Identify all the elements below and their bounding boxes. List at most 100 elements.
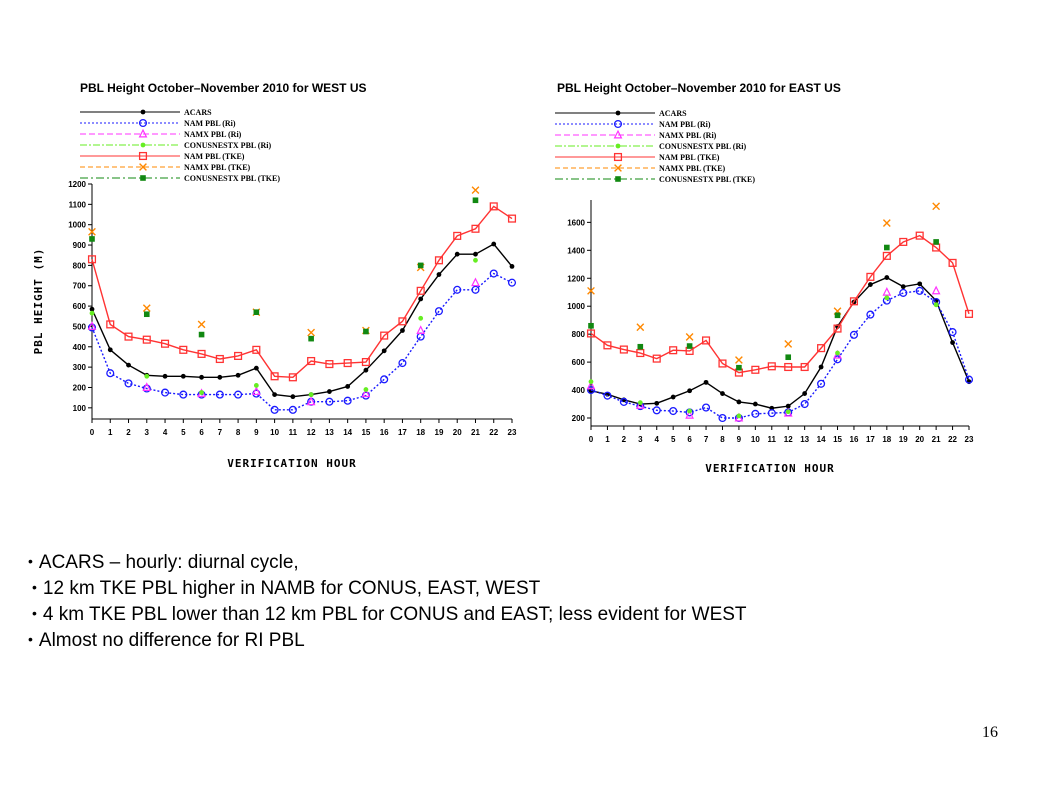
- data-point: [160, 388, 170, 397]
- legend-entry-namx-pbl-tke: NAMX PBL (TKE): [555, 164, 726, 173]
- chart-title: PBL Height October–November 2010 for WES…: [80, 81, 367, 95]
- data-point: [619, 397, 628, 406]
- x-tick-label: 19: [435, 428, 444, 437]
- data-point: [636, 323, 645, 332]
- data-point: [735, 356, 743, 364]
- series-namx-pbl-tke: [587, 202, 941, 364]
- x-tick-label: 2: [126, 428, 131, 437]
- data-point: [586, 386, 596, 395]
- x-tick-label: 21: [932, 435, 941, 444]
- data-point: [703, 379, 709, 385]
- data-point: [964, 309, 974, 318]
- legend-entry-acars: ACARS: [555, 109, 687, 118]
- data-point: [588, 322, 594, 329]
- y-tick-label: 400: [572, 386, 586, 395]
- x-tick-label: 3: [145, 428, 150, 437]
- x-tick-label: 4: [163, 428, 168, 437]
- data-point: [752, 401, 758, 407]
- x-tick-label: 0: [90, 428, 95, 437]
- data-point: [931, 285, 941, 295]
- legend-entry-conusnestx-pbl-ri: CONUSNESTX PBL (Ri): [555, 142, 746, 151]
- x-tick-label: 8: [720, 435, 725, 444]
- data-point: [619, 345, 628, 354]
- legend-label: NAM PBL (TKE): [184, 152, 245, 161]
- legend-marker: [613, 152, 623, 162]
- bullet-item: 4 km TKE PBL lower than 12 km PBL for CO…: [28, 601, 747, 627]
- data-point: [142, 304, 151, 313]
- data-point: [736, 364, 742, 371]
- legend-entry-nam-pbl-tke: NAM PBL (TKE): [555, 152, 720, 162]
- legend-label: NAM PBL (TKE): [659, 153, 720, 162]
- data-point: [637, 343, 644, 350]
- data-point: [270, 372, 279, 381]
- data-point: [784, 340, 793, 348]
- data-point: [215, 354, 224, 364]
- x-tick-label: 18: [416, 428, 425, 437]
- x-tick-label: 11: [289, 428, 298, 437]
- data-point: [398, 317, 407, 326]
- data-point: [900, 284, 906, 290]
- data-point: [685, 409, 694, 419]
- data-point: [751, 409, 760, 418]
- y-tick-label: 1400: [567, 246, 585, 255]
- x-tick-label: 20: [915, 435, 924, 444]
- x-tick-label: 6: [199, 428, 204, 437]
- data-point: [361, 388, 371, 398]
- data-point: [884, 295, 890, 301]
- series-line: [590, 234, 970, 374]
- x-tick-label: 13: [800, 435, 809, 444]
- data-point: [652, 354, 661, 363]
- data-point: [472, 197, 479, 204]
- y-tick-label: 800: [572, 330, 586, 339]
- data-point: [142, 384, 151, 393]
- data-point: [637, 400, 643, 406]
- x-tick-label: 1: [108, 428, 113, 437]
- series-conusnestx-pbl-tke: [588, 239, 939, 371]
- data-point: [272, 392, 278, 397]
- x-tick-label: 18: [882, 435, 891, 444]
- data-point: [915, 231, 924, 240]
- data-point: [107, 347, 113, 353]
- data-point: [866, 310, 875, 319]
- data-point: [88, 227, 96, 236]
- data-point: [343, 359, 352, 368]
- x-tick-label: 19: [899, 435, 908, 444]
- data-point: [685, 333, 694, 341]
- data-point: [361, 357, 370, 367]
- x-tick-label: 9: [737, 435, 742, 444]
- data-point: [234, 351, 243, 360]
- y-tick-label: 1000: [567, 302, 585, 311]
- data-point: [142, 335, 151, 344]
- data-point: [687, 408, 693, 414]
- data-point: [434, 256, 444, 265]
- data-point: [833, 324, 842, 333]
- data-point: [882, 286, 892, 296]
- series-acars: [89, 241, 515, 400]
- x-axis-title: VERIFICATION HOUR: [705, 462, 835, 475]
- page-number: 16: [982, 724, 998, 741]
- data-point: [884, 275, 890, 280]
- data-point: [603, 391, 612, 400]
- data-point: [363, 387, 369, 392]
- legend-marker: [615, 143, 621, 149]
- x-tick-label: 2: [622, 435, 627, 444]
- data-point: [380, 375, 389, 384]
- x-tick-label: 14: [343, 428, 352, 437]
- data-point: [197, 320, 206, 329]
- data-point: [126, 362, 131, 368]
- legend-entry-namx-pbl-ri: NAMX PBL (Ri): [80, 128, 242, 139]
- data-point: [217, 374, 223, 380]
- x-tick-label: 7: [218, 428, 223, 437]
- data-point: [87, 321, 97, 330]
- series-line: [590, 290, 970, 419]
- data-point: [87, 323, 97, 332]
- data-point: [363, 367, 369, 373]
- data-point: [473, 257, 478, 263]
- data-point: [453, 285, 462, 294]
- legend-entry-namx-pbl-ri: NAMX PBL (Ri): [555, 129, 717, 140]
- data-point: [288, 405, 297, 414]
- data-point: [834, 312, 841, 319]
- data-point: [866, 272, 875, 281]
- data-point: [932, 202, 941, 211]
- data-point: [179, 345, 188, 354]
